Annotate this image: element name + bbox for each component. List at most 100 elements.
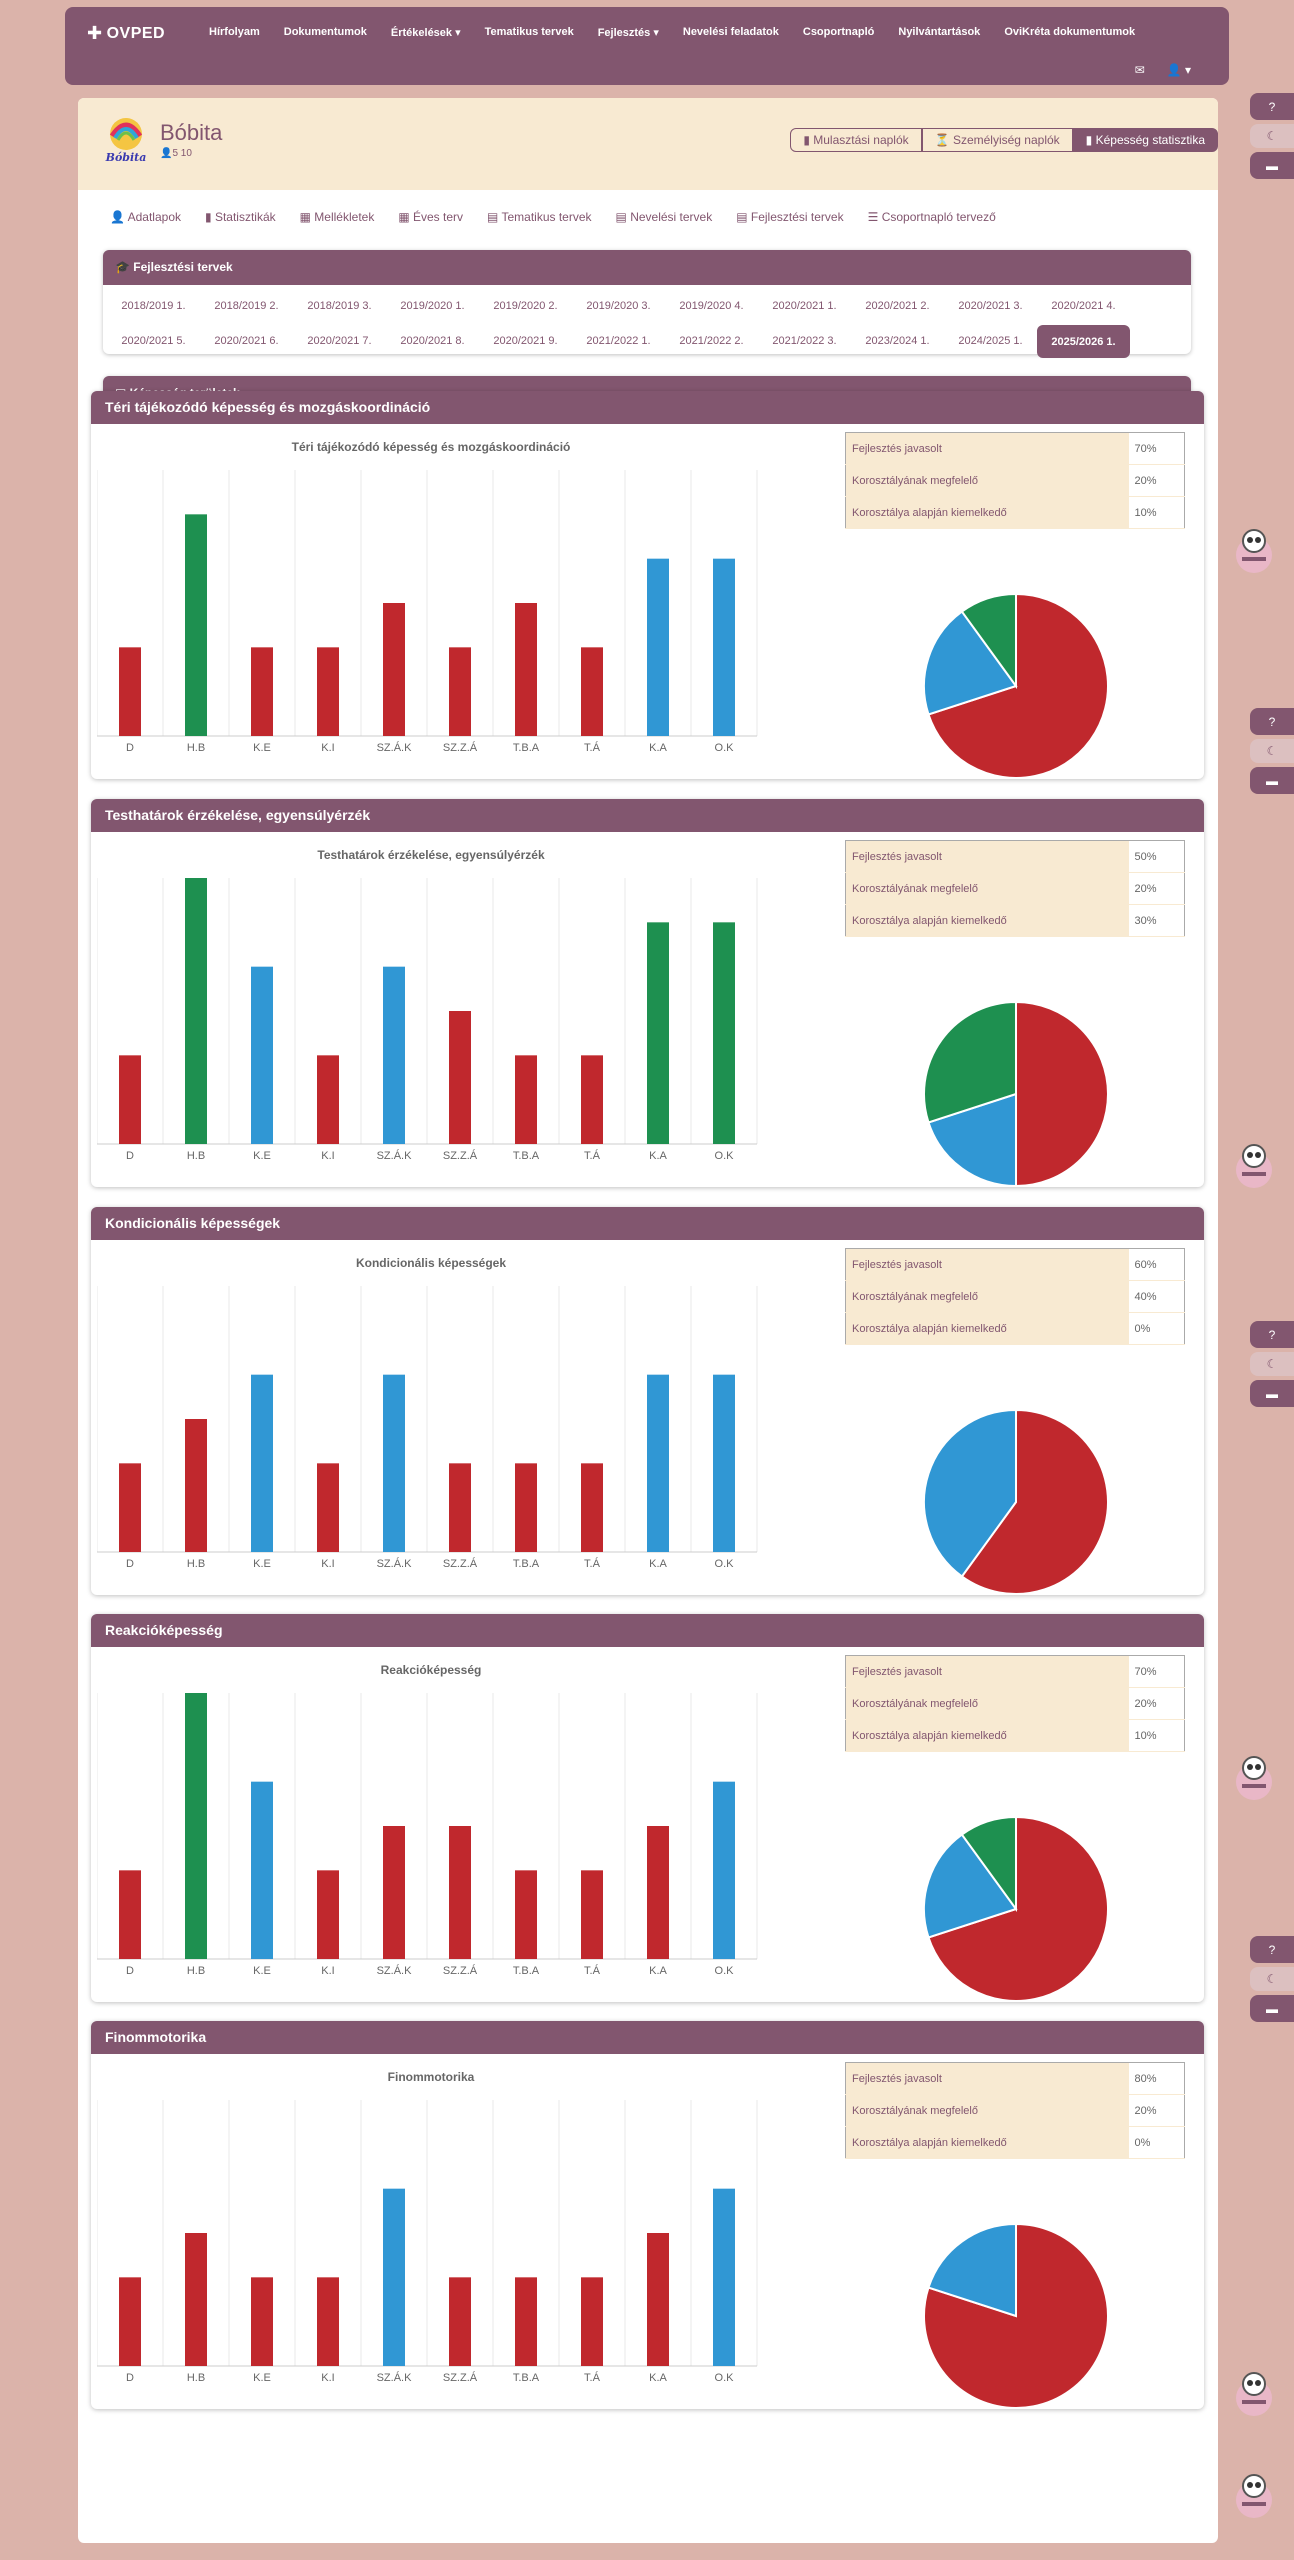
brand-logo[interactable]: ✚ OVPED: [87, 23, 165, 44]
bar[interactable]: [449, 1826, 471, 1959]
pie-slice[interactable]: [927, 1815, 1109, 2002]
moon-icon[interactable]: ☾: [1250, 1352, 1294, 1376]
year-item[interactable]: 2019/2020 4.: [679, 300, 744, 312]
year-item[interactable]: 2020/2021 7.: [307, 335, 372, 347]
year-item[interactable]: 2018/2019 3.: [307, 300, 372, 312]
bar[interactable]: [251, 2277, 273, 2366]
bar[interactable]: [317, 1055, 339, 1144]
nav-item[interactable]: Fejlesztés ▾: [597, 27, 659, 39]
year-item[interactable]: 2020/2021 3.: [958, 300, 1023, 312]
pie-slice[interactable]: [960, 1408, 1109, 1595]
help-icon[interactable]: ?: [1250, 1936, 1294, 1963]
year-item[interactable]: 2020/2021 6.: [214, 335, 279, 347]
year-item[interactable]: 2021/2022 1.: [586, 335, 651, 347]
skill-statistics-button[interactable]: ▮ Képesség statisztika: [1072, 128, 1218, 152]
bar[interactable]: [383, 603, 405, 736]
year-item[interactable]: 2021/2022 3.: [772, 335, 837, 347]
moon-icon[interactable]: ☾: [1250, 124, 1294, 148]
pie-slice[interactable]: [927, 592, 1109, 779]
bar[interactable]: [647, 1826, 669, 1959]
bar[interactable]: [185, 878, 207, 1144]
year-item[interactable]: 2020/2021 4.: [1051, 300, 1116, 312]
bar[interactable]: [383, 1374, 405, 1552]
bar[interactable]: [713, 1374, 735, 1552]
year-item[interactable]: 2020/2021 9.: [493, 335, 558, 347]
tab-item[interactable]: ▤ Nevelési tervek: [604, 210, 725, 224]
bar[interactable]: [515, 2277, 537, 2366]
help-icon[interactable]: ?: [1250, 93, 1294, 120]
help-icon[interactable]: ?: [1250, 708, 1294, 735]
pie-slice[interactable]: [960, 1815, 1017, 1913]
bar[interactable]: [449, 1463, 471, 1552]
nav-item[interactable]: Dokumentumok: [283, 26, 367, 38]
bar[interactable]: [581, 1055, 603, 1144]
bar[interactable]: [383, 966, 405, 1144]
bar[interactable]: [713, 2188, 735, 2366]
personality-logs-button[interactable]: ⏳ Személyiség naplók: [921, 128, 1073, 152]
nav-item[interactable]: Tematikus tervek: [484, 26, 574, 38]
bar[interactable]: [119, 647, 141, 736]
help-icon[interactable]: ?: [1250, 1321, 1294, 1348]
bar[interactable]: [119, 1463, 141, 1552]
bar[interactable]: [449, 647, 471, 736]
year-item[interactable]: 2024/2025 1.: [958, 335, 1023, 347]
tab-item[interactable]: ▤ Fejlesztési tervek: [724, 210, 855, 224]
bar[interactable]: [317, 1463, 339, 1552]
tab-item[interactable]: ☰ Csoportnapló tervező: [856, 210, 1008, 224]
mascot-icon[interactable]: [1228, 1140, 1280, 1192]
bar[interactable]: [185, 2233, 207, 2366]
bar[interactable]: [713, 1781, 735, 1959]
pie-slice[interactable]: [960, 592, 1017, 690]
year-item[interactable]: 2019/2020 2.: [493, 300, 558, 312]
year-item[interactable]: 2021/2022 2.: [679, 335, 744, 347]
pie-slice[interactable]: [923, 1833, 1018, 1939]
tab-item[interactable]: ▮ Statisztikák: [193, 210, 288, 224]
pie-slice[interactable]: [1015, 1000, 1109, 1188]
year-item[interactable]: 2023/2024 1.: [865, 335, 930, 347]
nav-item[interactable]: Nevelési feladatok: [682, 26, 779, 38]
bar[interactable]: [647, 922, 669, 1144]
bar[interactable]: [119, 1055, 141, 1144]
year-item[interactable]: 2020/2021 2.: [865, 300, 930, 312]
bar[interactable]: [383, 2188, 405, 2366]
bar[interactable]: [515, 603, 537, 736]
mail-icon[interactable]: ✉: [1134, 63, 1145, 77]
bar[interactable]: [185, 1693, 207, 1959]
mascot-icon[interactable]: [1228, 1752, 1280, 1804]
bar[interactable]: [647, 558, 669, 736]
bar[interactable]: [713, 558, 735, 736]
pie-slice[interactable]: [923, 1408, 1017, 1578]
tab-item[interactable]: ▤ Tematikus tervek: [475, 210, 604, 224]
bar[interactable]: [251, 1374, 273, 1552]
year-item[interactable]: 2020/2021 1.: [772, 300, 837, 312]
year-item[interactable]: 2020/2021 5.: [121, 335, 186, 347]
bar[interactable]: [251, 647, 273, 736]
pie-slice[interactable]: [923, 610, 1018, 716]
bar[interactable]: [317, 647, 339, 736]
pie-slice[interactable]: [923, 1000, 1017, 1124]
bar[interactable]: [647, 1374, 669, 1552]
tab-item[interactable]: 👤 Adatlapok: [98, 210, 193, 224]
tab-item[interactable]: ▦ Éves terv: [386, 210, 475, 224]
nav-item[interactable]: Nyilvántartások: [898, 26, 981, 38]
bar[interactable]: [515, 1055, 537, 1144]
year-item[interactable]: 2025/2026 1.: [1037, 325, 1130, 358]
year-item[interactable]: 2018/2019 1.: [121, 300, 186, 312]
year-item[interactable]: 2019/2020 1.: [400, 300, 465, 312]
bar[interactable]: [119, 2277, 141, 2366]
bar[interactable]: [581, 1463, 603, 1552]
bar[interactable]: [581, 647, 603, 736]
bar[interactable]: [251, 1781, 273, 1959]
bar[interactable]: [713, 922, 735, 1144]
pie-slice[interactable]: [927, 1092, 1017, 1188]
bar[interactable]: [515, 1463, 537, 1552]
nav-item[interactable]: Értékelések ▾: [390, 27, 461, 39]
year-item[interactable]: 2020/2021 8.: [400, 335, 465, 347]
bar[interactable]: [581, 2277, 603, 2366]
mascot-icon[interactable]: [1228, 2470, 1280, 2522]
bar[interactable]: [119, 1870, 141, 1959]
chat-icon[interactable]: ▬: [1250, 1995, 1294, 2022]
bar[interactable]: [515, 1870, 537, 1959]
year-item[interactable]: 2018/2019 2.: [214, 300, 279, 312]
bar[interactable]: [317, 2277, 339, 2366]
